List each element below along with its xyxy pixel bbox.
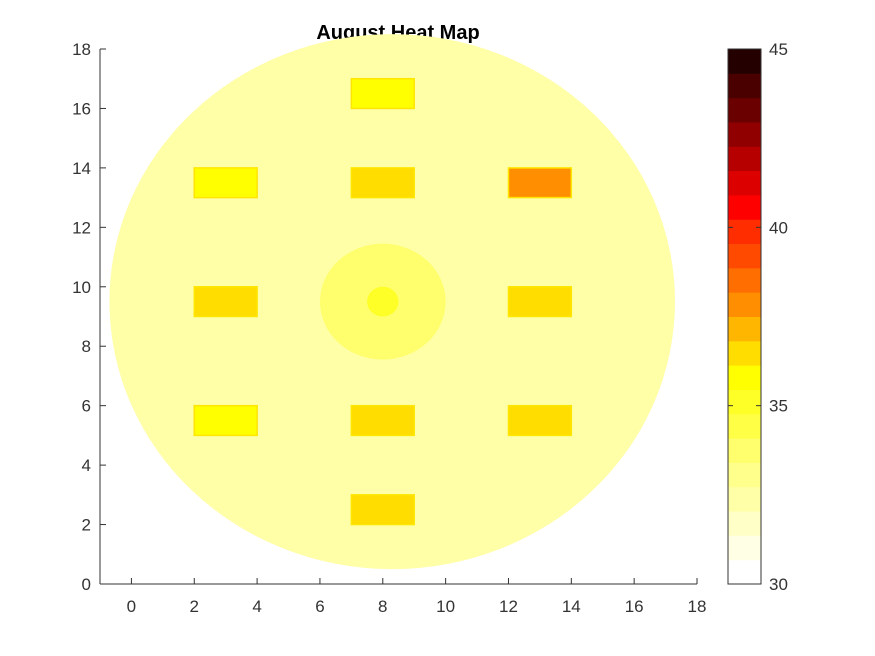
heat-source-9 (507, 404, 573, 437)
x-axis-ticks: 0 2 4 6 8 10 12 14 16 18 (127, 578, 707, 616)
x-tick-label: 12 (499, 597, 518, 616)
colorbar-segment (728, 365, 761, 390)
colorbar-segment (728, 97, 761, 123)
y-tick-label: 8 (82, 337, 91, 356)
colorbar-segment (728, 462, 761, 488)
colorbar-segment (728, 49, 761, 74)
colorbar-segment (728, 267, 761, 293)
colorbar-segment (728, 559, 761, 585)
colorbar-segment (728, 292, 761, 317)
colorbar-ticks: 30 35 40 45 (728, 40, 788, 594)
y-tick-label: 2 (82, 516, 91, 535)
y-tick-label: 0 (82, 575, 91, 594)
colorbar-segment (728, 194, 761, 220)
colorbar-segment (728, 73, 761, 99)
colorbar-tick-label: 35 (769, 397, 788, 416)
heat-source-4 (507, 167, 573, 199)
x-tick-label: 0 (127, 597, 136, 616)
x-tick-label: 8 (378, 597, 387, 616)
colorbar-segment (728, 316, 761, 342)
heat-source-5 (193, 286, 258, 318)
central-zone-2 (367, 286, 399, 317)
colorbar-segment (728, 511, 761, 536)
colorbar-tick-label: 30 (769, 575, 788, 594)
heat-source-3 (350, 167, 415, 199)
x-tick-label: 18 (688, 597, 707, 616)
x-tick-label: 4 (252, 597, 261, 616)
y-tick-label: 18 (72, 40, 91, 59)
colorbar: 30 35 40 45 (727, 40, 788, 594)
x-tick-label: 2 (190, 597, 199, 616)
colorbar-segments (728, 49, 761, 585)
colorbar-segment (728, 413, 761, 439)
y-tick-label: 16 (72, 99, 91, 118)
heat-sources (193, 77, 573, 526)
y-tick-label: 14 (72, 159, 91, 178)
colorbar-tick-label: 45 (769, 40, 788, 59)
colorbar-segment (728, 219, 761, 245)
colorbar-segment (728, 486, 761, 512)
colorbar-tick-label: 40 (769, 218, 788, 237)
heat-source-1 (350, 77, 415, 110)
colorbar-segment (728, 243, 761, 269)
colorbar-segment (728, 389, 761, 415)
heat-source-8 (350, 404, 415, 437)
axes: 0 2 4 6 8 10 12 14 16 18 0 2 4 6 8 10 12 14 16 18 (72, 40, 706, 616)
colorbar-segment (728, 340, 761, 366)
heat-source-6 (507, 286, 573, 318)
colorbar-segment (728, 535, 761, 561)
y-tick-label: 10 (72, 278, 91, 297)
colorbar-segment (728, 121, 761, 147)
y-axis-ticks: 0 2 4 6 8 10 12 14 16 18 (72, 40, 106, 594)
y-tick-label: 12 (72, 218, 91, 237)
y-tick-label: 4 (82, 456, 91, 475)
x-tick-label: 10 (436, 597, 455, 616)
heat-source-2 (193, 167, 258, 199)
colorbar-frame (727, 48, 762, 585)
x-tick-label: 6 (315, 597, 324, 616)
plot-area (109, 34, 676, 570)
colorbar-segment (728, 146, 761, 172)
x-tick-label: 14 (562, 597, 581, 616)
heat-source-10 (350, 494, 415, 526)
x-tick-label: 16 (625, 597, 644, 616)
heat-source-7 (193, 404, 258, 437)
colorbar-segment (728, 170, 761, 196)
colorbar-segment (728, 438, 761, 463)
y-tick-label: 6 (82, 397, 91, 416)
